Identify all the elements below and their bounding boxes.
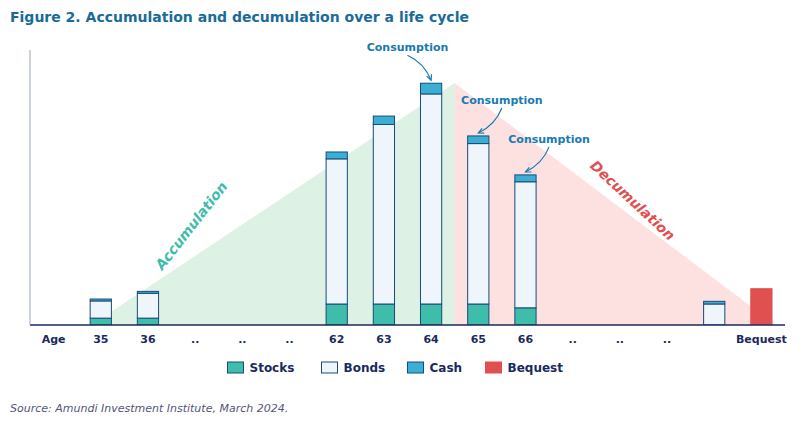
bar-segment [420, 83, 441, 94]
source: Source: Amundi Investment Institute, Mar… [10, 402, 288, 415]
annotation: Consumption [367, 41, 449, 54]
bar-segment [704, 301, 725, 304]
legend-label: Bequest [508, 361, 564, 375]
annotation-arrowhead [478, 128, 484, 133]
bar-segment [420, 94, 441, 304]
bar-segment [515, 182, 536, 308]
x-tick-label: .. [285, 333, 293, 346]
legend-label: Bonds [344, 361, 386, 375]
y-axis [30, 50, 31, 325]
x-tick-label: .. [663, 333, 671, 346]
x-tick-label: 66 [518, 333, 534, 346]
legend-label: Stocks [250, 361, 295, 375]
annotation: Consumption [508, 133, 590, 146]
x-tick-label: 36 [140, 333, 156, 346]
bar-segment [468, 144, 489, 304]
bar-segment [326, 304, 347, 325]
x-tick-label: Bequest [736, 333, 787, 346]
annotation-arrow [478, 108, 502, 133]
x-tick-label: .. [568, 333, 576, 346]
x-tick-label: Age [42, 333, 66, 346]
x-tick-label: .. [238, 333, 246, 346]
annotation-arrow [408, 55, 432, 80]
bar-segment [704, 304, 725, 325]
x-tick-label: 64 [423, 333, 439, 346]
bar-segment [137, 318, 158, 325]
decumulation-zone [455, 83, 776, 325]
bar-segment [468, 304, 489, 325]
x-tick-label: 35 [93, 333, 108, 346]
bar-segment [751, 289, 772, 325]
bar-segment [420, 304, 441, 325]
zone-label: Accumulation [151, 179, 230, 274]
x-axis [30, 324, 785, 326]
x-tick-label: 65 [471, 333, 486, 346]
bar-segment [515, 175, 536, 182]
bar-segment [373, 116, 394, 124]
chart: Figure 2. Accumulation and decumulation … [0, 0, 800, 426]
legend-swatch [486, 362, 502, 373]
legend: Stocks Bonds Cash Bequest [228, 361, 564, 375]
bar-segment [90, 299, 111, 301]
x-tick-label: .. [616, 333, 624, 346]
bar-segment [468, 136, 489, 144]
bars [90, 83, 772, 325]
bar-segment [90, 301, 111, 318]
bar-segment [90, 318, 111, 325]
annotation: Consumption [461, 94, 543, 107]
legend-label: Cash [430, 361, 463, 375]
bar-segment [137, 293, 158, 318]
annotation-arrow [525, 147, 549, 172]
bar-segment [326, 152, 347, 159]
x-tick-label: .. [191, 333, 199, 346]
accumulation-zone [91, 83, 454, 325]
bar-segment [515, 308, 536, 325]
legend-swatch [322, 362, 338, 373]
x-tick-label: 63 [376, 333, 391, 346]
title: Figure 2. Accumulation and decumulation … [10, 9, 469, 25]
bar-segment [326, 159, 347, 304]
zone-label: Decumulation [587, 157, 678, 243]
annotation-arrowhead [525, 167, 531, 172]
bar-segment [137, 291, 158, 293]
bar-segment [373, 124, 394, 304]
legend-swatch [228, 362, 244, 373]
legend-swatch [408, 362, 424, 373]
x-tick-label: 62 [329, 333, 344, 346]
bar-segment [373, 304, 394, 325]
annotation-arrowhead [427, 74, 432, 80]
